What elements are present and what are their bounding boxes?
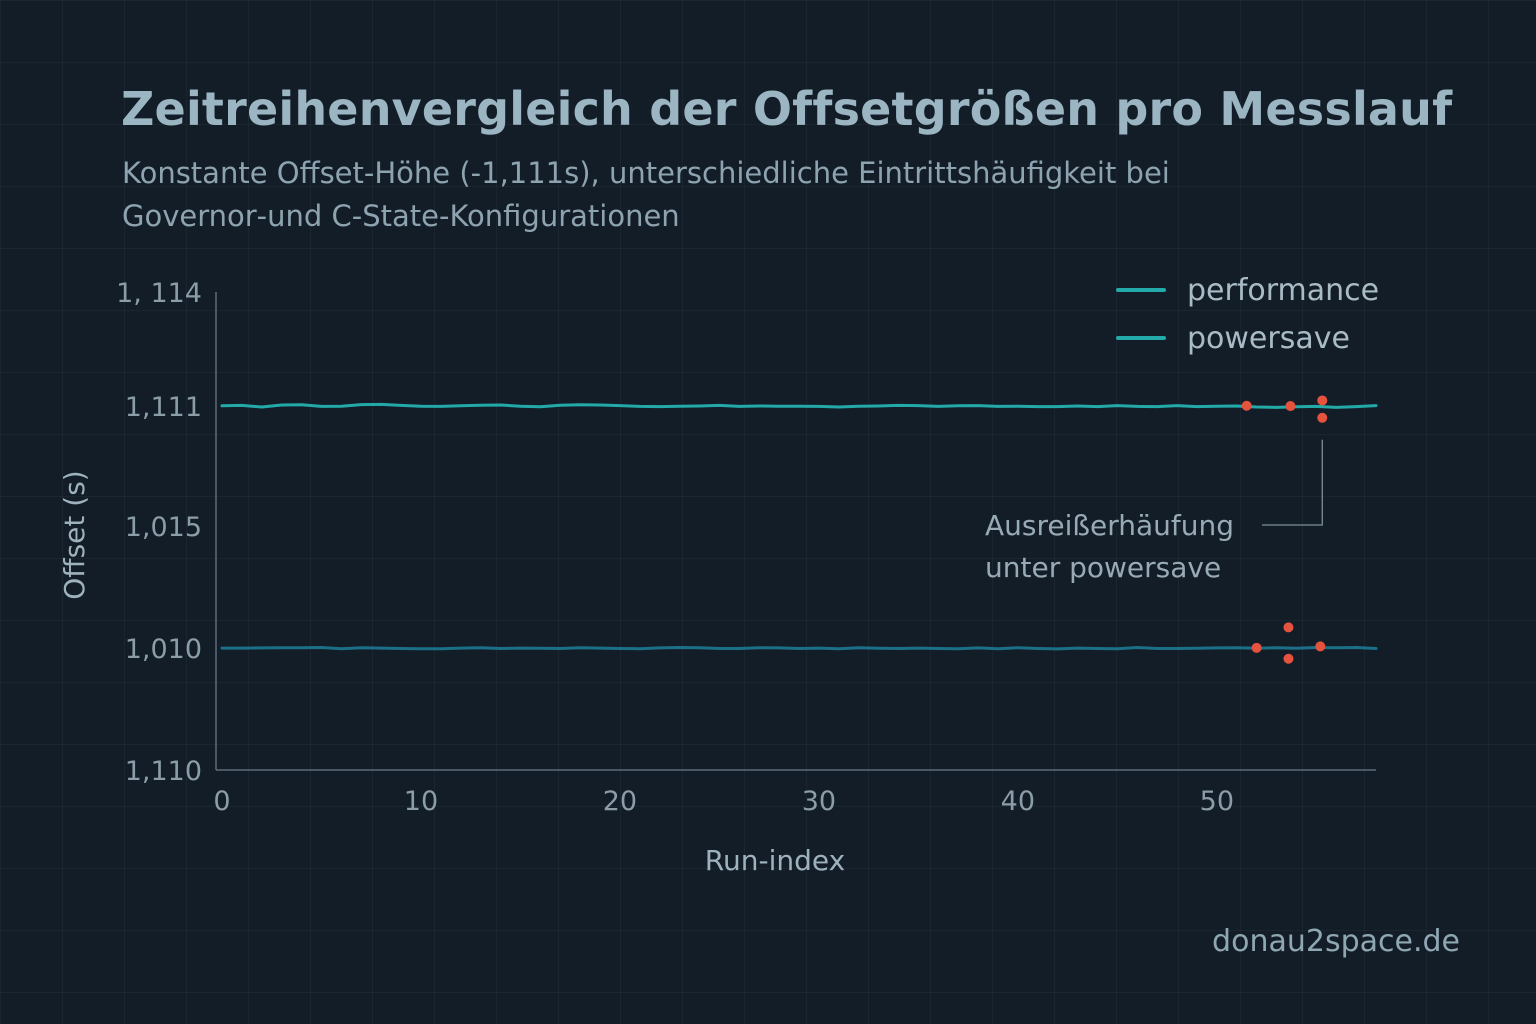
annotation-text: Ausreißerhäufung: [985, 509, 1234, 542]
y-tick-label: 1, 114: [116, 278, 202, 309]
annotation-leader-line: [1262, 439, 1323, 526]
x-tick-label: 40: [1001, 786, 1035, 817]
x-tick-label: 50: [1200, 786, 1234, 817]
y-tick-label: 1,015: [125, 512, 202, 543]
legend-label-powersave: powersave: [1187, 321, 1350, 356]
y-tick-label: 1,111: [125, 392, 202, 423]
outlier-point: [1285, 401, 1296, 412]
axes-group: 1, 114 1,111 1,015 1,010 1,110 0 10 20 30 40 50 Run…: [58, 278, 1376, 877]
x-tick-label: 30: [802, 786, 836, 817]
outliers-group: [1241, 395, 1328, 664]
outlier-point: [1283, 653, 1294, 664]
series-line-performance: [220, 402, 1378, 409]
outlier-point: [1241, 400, 1252, 411]
legend: performance powersave: [1116, 273, 1379, 356]
x-tick-label: 20: [603, 786, 637, 817]
series-line-powersave: [220, 646, 1378, 651]
chart-subtitle: Konstante Offset-Höhe (-1,111s), untersc…: [122, 156, 1170, 233]
y-tick-label: 1,010: [125, 634, 202, 665]
legend-label-performance: performance: [1187, 273, 1379, 308]
x-tick-label: 10: [404, 786, 438, 817]
outlier-point: [1317, 395, 1328, 406]
y-axis-title: Offset (s): [58, 470, 91, 599]
x-axis-title: Run-index: [705, 844, 845, 877]
annotation-text: unter powersave: [985, 551, 1221, 584]
outlier-point: [1283, 622, 1294, 633]
outlier-point: [1315, 641, 1326, 652]
outlier-point: [1251, 642, 1262, 653]
chart-title: Zeitreihenvergleich der Offsetgrößen pro…: [121, 82, 1453, 136]
footer-source: donau2space.de: [1212, 924, 1460, 959]
x-tick-label: 0: [213, 786, 230, 817]
annotation: Ausreißerhäufung unter powersave: [985, 439, 1323, 584]
series-group: [220, 402, 1378, 651]
y-tick-label: 1,110: [125, 756, 202, 787]
outlier-point: [1317, 412, 1328, 423]
